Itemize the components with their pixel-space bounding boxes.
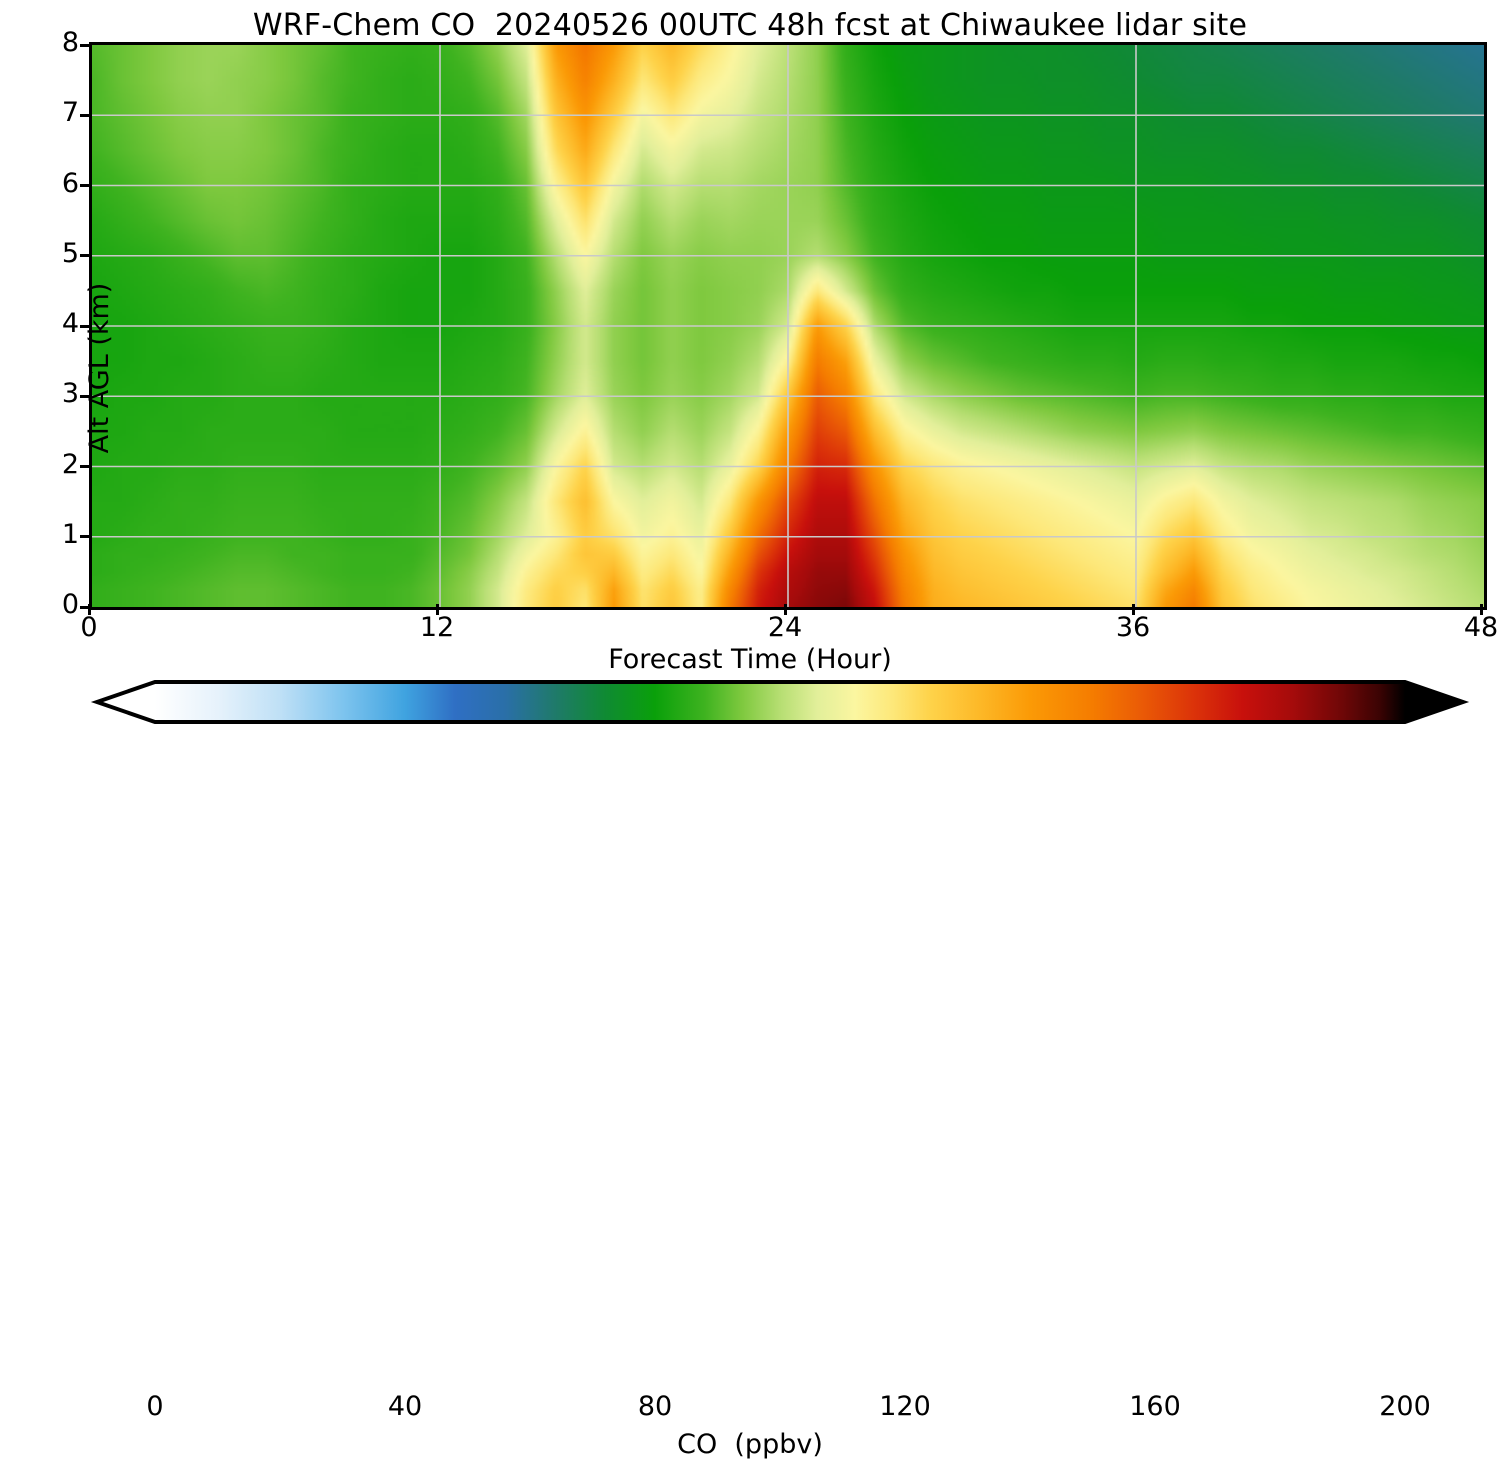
plot-gridlines (92, 45, 1484, 607)
x-axis-tick-label-0: 0 (80, 612, 98, 643)
colorbar-gradient (90, 680, 1470, 724)
x-axis-tick (783, 604, 787, 615)
chart-figure: { "title": "WRF-Chem CO 20240526 00UTC 4… (0, 8, 1500, 1460)
y-axis-tick (80, 113, 92, 117)
x-axis-tick-label-48: 48 (1463, 612, 1499, 643)
y-axis-tick (80, 254, 92, 258)
colorbar: CO (ppbv) 0 40 80 120 160 200 (0, 676, 1500, 1460)
y-axis-tick (80, 43, 92, 47)
x-axis-tick-label-24: 24 (767, 612, 803, 643)
colorbar-extend-high (1405, 682, 1463, 722)
y-axis-tick (80, 184, 92, 187)
y-axis-tick (80, 324, 92, 328)
colorbar-extend-low (97, 682, 155, 722)
colorbar-outline (90, 680, 1470, 724)
colorbar-tick-label-160: 160 (1129, 1391, 1181, 1422)
x-axis-tick (1479, 604, 1483, 615)
colorbar-label: CO (ppbv) (677, 1429, 823, 1460)
page-title: WRF-Chem CO 20240526 00UTC 48h fcst at C… (252, 8, 1248, 43)
y-axis-tick-label-4: 4 (61, 308, 79, 339)
x-axis-label: Forecast Time (Hour) (608, 644, 892, 675)
x-axis-tick (435, 604, 439, 615)
x-axis-tick-label-12: 12 (419, 612, 455, 643)
colorbar-tick-label-0: 0 (146, 1391, 164, 1422)
y-axis-tick-label-6: 6 (61, 167, 79, 199)
y-axis-tick-label-2: 2 (61, 448, 79, 480)
x-axis-tick-label-36: 36 (1115, 612, 1151, 643)
colorbar-tick-label-120: 120 (879, 1391, 931, 1422)
colorbar-tick-label-40: 40 (387, 1391, 423, 1422)
y-axis-tick-label-0: 0 (61, 589, 79, 620)
colorbar-tick-label-80: 80 (637, 1391, 673, 1422)
y-axis-tick-label-1: 1 (61, 518, 79, 550)
y-axis-tick (80, 605, 92, 609)
y-axis-tick (80, 394, 92, 398)
y-axis-tick-label-5: 5 (61, 237, 79, 269)
x-axis-tick (1131, 604, 1135, 615)
y-axis-tick (80, 535, 92, 539)
y-axis-label: Alt AGL (km) (84, 282, 115, 454)
x-axis-tick (87, 604, 91, 615)
contour-plot-area: Alt AGL (km) (80, 42, 1487, 610)
colorbar-tick-label-200: 200 (1379, 1391, 1431, 1422)
y-axis-tick (80, 465, 92, 468)
y-axis-tick-label-7: 7 (61, 97, 79, 129)
y-axis-tick-label-3: 3 (61, 378, 79, 410)
y-axis-tick-label-8: 8 (61, 27, 79, 58)
colorbar-body (155, 682, 1405, 722)
